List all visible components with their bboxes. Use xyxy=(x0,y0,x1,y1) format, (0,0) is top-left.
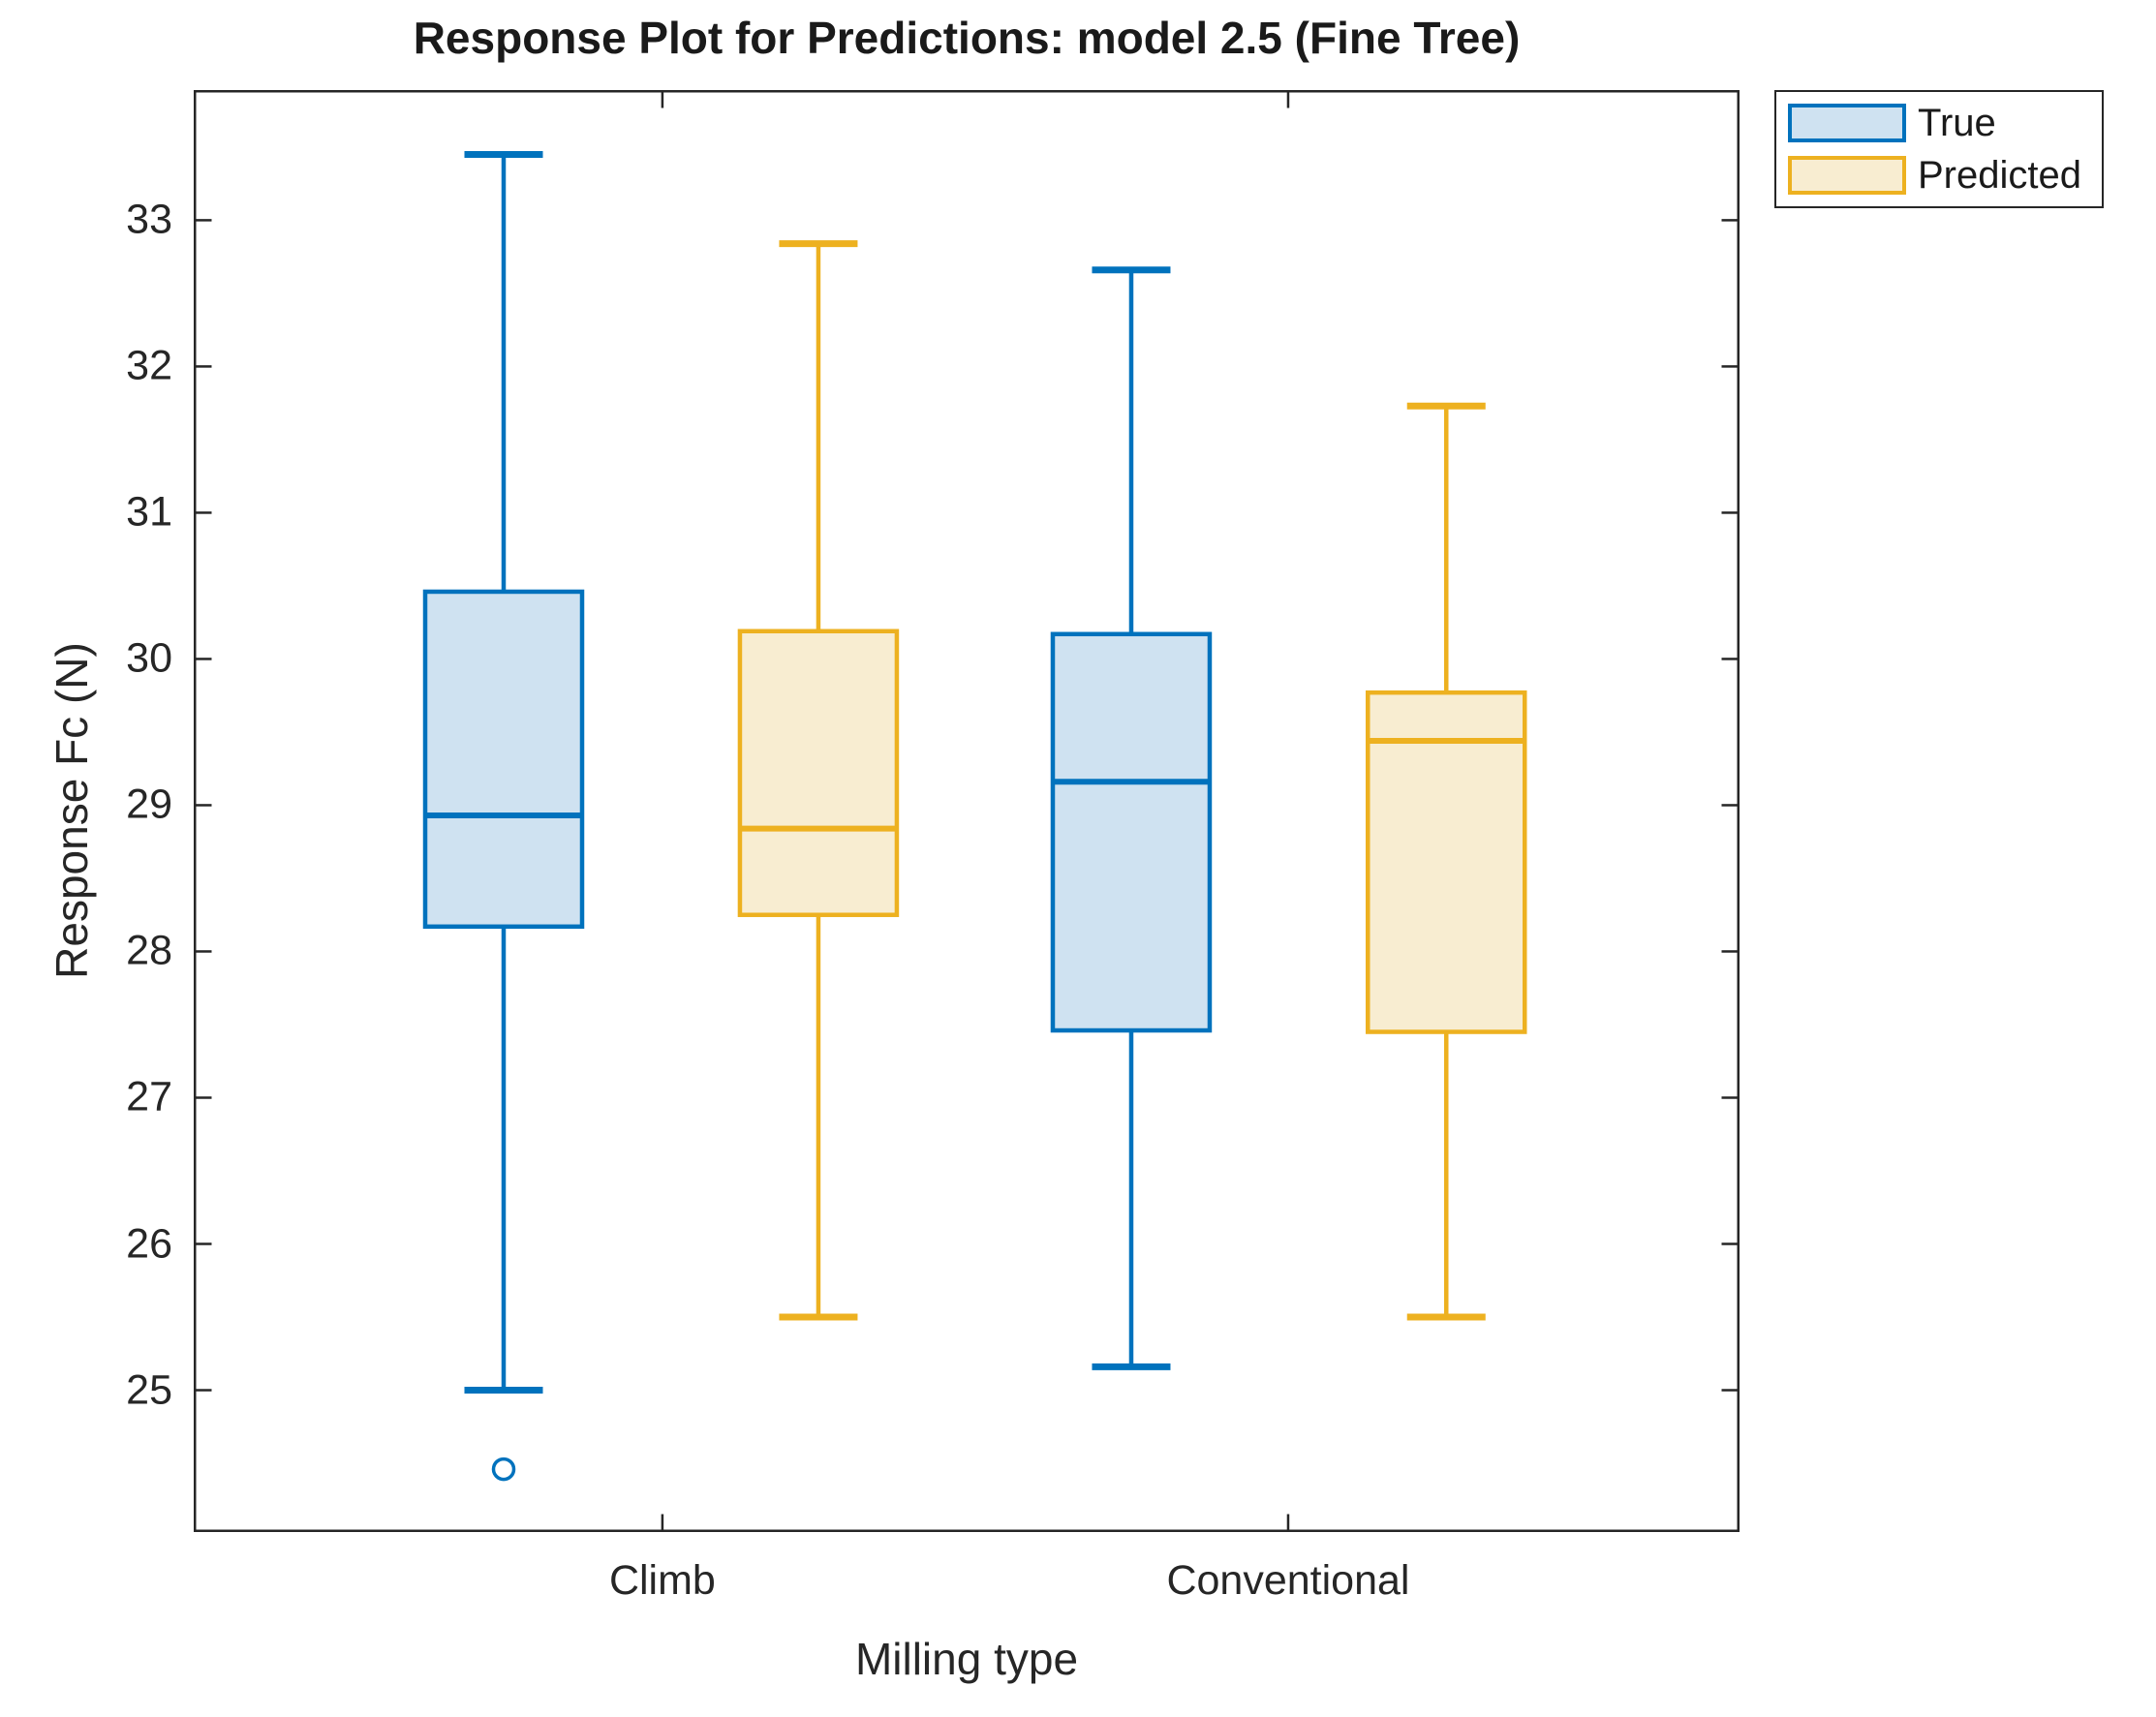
iqr-box xyxy=(1050,631,1213,1033)
y-tick-label: 32 xyxy=(126,342,172,389)
boxplot-canvas xyxy=(194,90,1740,1532)
legend-label-true: True xyxy=(1918,101,1996,144)
box-conventional-true xyxy=(1050,266,1213,1370)
y-tick-label: 28 xyxy=(126,927,172,974)
x-tick-label-conventional: Conventional xyxy=(1166,1557,1410,1604)
y-tick-label: 27 xyxy=(126,1073,172,1120)
iqr-box xyxy=(1365,690,1527,1034)
legend-swatch-true xyxy=(1788,104,1906,142)
iqr-box xyxy=(422,589,585,930)
legend-entry-true: True xyxy=(1788,102,2094,144)
legend-swatch-predicted xyxy=(1788,156,1906,195)
y-tick-label: 30 xyxy=(126,634,172,682)
box-climb-predicted xyxy=(737,240,900,1321)
y-tick-label: 29 xyxy=(126,781,172,828)
legend: True Predicted xyxy=(1774,90,2104,208)
box-conventional-predicted xyxy=(1365,402,1527,1321)
y-tick-label: 26 xyxy=(126,1220,172,1267)
box-climb-true xyxy=(422,150,585,1482)
x-axis-label: Milling type xyxy=(854,1634,1079,1684)
chart-title: Response Plot for Predictions: model 2.5… xyxy=(413,13,1521,63)
axis-ticks xyxy=(196,92,1738,1530)
outlier-marker xyxy=(491,1456,516,1482)
y-tick-label: 25 xyxy=(126,1366,172,1414)
legend-label-predicted: Predicted xyxy=(1918,153,2081,197)
y-tick-label: 33 xyxy=(126,196,172,243)
plot-area xyxy=(194,90,1740,1532)
x-tick-label-climb: Climb xyxy=(608,1557,716,1604)
y-axis-label: Response Fc (N) xyxy=(46,642,97,979)
y-tick-label: 31 xyxy=(126,488,172,536)
legend-entry-predicted: Predicted xyxy=(1788,154,2094,197)
plot-border xyxy=(194,90,1740,1532)
iqr-box xyxy=(737,629,900,917)
